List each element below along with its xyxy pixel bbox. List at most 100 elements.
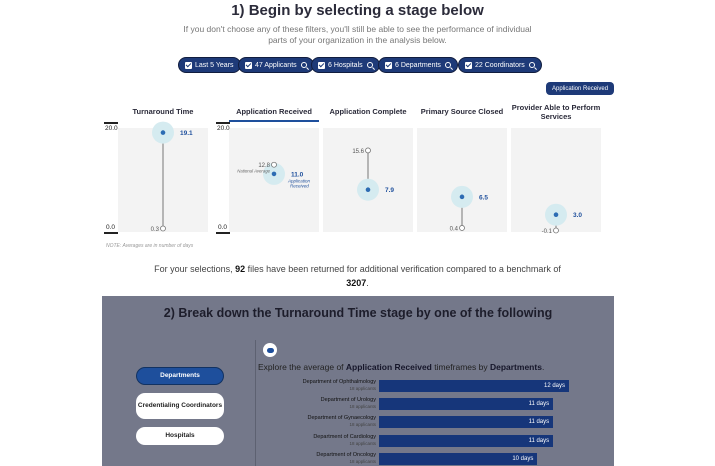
axis-max-label-2: 20.0 (217, 125, 230, 132)
summary-text-2: files have been returned for additional … (245, 264, 561, 274)
breakdown-hospitals-button[interactable]: Hospitals (136, 427, 224, 445)
summary-text-1: For your selections, (154, 264, 236, 274)
filter-label: Last 5 Years (195, 61, 234, 69)
axis-tick (104, 232, 118, 234)
section-divider (255, 340, 256, 466)
bar-value-label: 10 days (512, 456, 534, 462)
search-icon[interactable] (528, 62, 535, 68)
value-dot (459, 194, 465, 200)
filter-label: 6 Departments (395, 61, 441, 69)
bar-value-label: 11 days (528, 419, 550, 425)
value-label: 11.0 (291, 171, 304, 178)
filter-label: 47 Applicants (255, 61, 297, 69)
value-label: 19.1 (180, 130, 193, 137)
explore-dimension: Departments (489, 362, 542, 372)
selected-stage-chip[interactable]: Application Received (546, 82, 615, 95)
section1-title: 1) Begin by selecting a stage below (231, 2, 484, 19)
bar-value-label: 12 days (543, 383, 565, 389)
benchmark-marker (271, 161, 277, 168)
axis-max-label-1: 20.0 (105, 125, 118, 132)
bar-category-label: Department of Cardiology (313, 434, 376, 440)
section2-title: 2) Break down the Turnaround Time stage … (163, 306, 553, 320)
bar-sublabel: 18 applicants (349, 422, 376, 427)
checkbox-icon (185, 61, 192, 69)
bar-sublabel: 18 applicants (349, 441, 376, 446)
filter-label: 22 Coordinators (475, 61, 525, 69)
department-bar[interactable] (379, 435, 554, 447)
value-dot (271, 171, 277, 177)
bar-sublabel: 18 applicants (349, 386, 376, 391)
averages-note: NOTE: Averages are in number of days (106, 243, 194, 249)
breakdown-coordinators-button[interactable]: Credentialing Coordinators (136, 393, 224, 419)
checkbox-icon (245, 61, 252, 69)
benchmark-label: 0.4 (450, 226, 459, 232)
filter-pill-applicants[interactable]: 47 Applicants (238, 57, 314, 73)
breakdown-departments-button[interactable]: Departments (136, 367, 224, 385)
filter-pill-hospitals[interactable]: 6 Hospitals (311, 57, 380, 73)
department-bar[interactable] (379, 453, 538, 465)
bar-value-label: 11 days (528, 401, 550, 407)
explore-middle: timeframes by (431, 362, 490, 372)
summary-text-3: . (366, 278, 369, 288)
returned-files-summary: For your selections, 92 files have been … (150, 262, 565, 290)
filter-pill-departments[interactable]: 6 Departments (378, 57, 458, 73)
bar-category-label: Department of Urology (320, 397, 376, 403)
department-bar[interactable] (379, 416, 554, 428)
stage-title-turnaround[interactable]: Turnaround Time (132, 107, 194, 116)
selected-stage-underline (229, 120, 319, 122)
checkbox-icon (385, 61, 392, 69)
filter-label: 6 Hospitals (328, 61, 363, 69)
value-dot (553, 212, 559, 217)
benchmark-label: 15.6 (352, 149, 364, 155)
summary-benchmark: 3207 (346, 278, 367, 288)
breakdown-section: 2) Break down the Turnaround Time stage … (102, 296, 614, 466)
benchmark-marker (365, 147, 371, 154)
benchmark-marker (553, 227, 559, 234)
value-label: 6.5 (479, 194, 488, 201)
value-sub-label: Received (290, 183, 309, 188)
checkbox-icon (318, 61, 325, 69)
stage-title-application-complete[interactable]: Application Complete (329, 107, 407, 116)
value-label: 3.0 (573, 212, 582, 219)
section1-subtitle: If you don't choose any of these filters… (183, 24, 532, 45)
benchmark-label: -0.1 (542, 229, 553, 235)
benchmark-marker (160, 225, 166, 232)
explore-suffix: . (541, 362, 545, 372)
value-sub-label: Application (287, 178, 311, 183)
explore-prefix: Explore the average of (258, 362, 346, 372)
value-dot (160, 130, 166, 135)
bar-sublabel: 18 applicants (349, 459, 376, 464)
summary-count: 92 (235, 264, 246, 274)
explore-stage: Application Received (345, 362, 432, 372)
filter-pill-coordinators[interactable]: 22 Coordinators (458, 57, 542, 73)
axis-min-label-1: 0.0 (106, 224, 116, 231)
benchmark-sub-label: National Average (237, 169, 270, 174)
benchmark-label: 12.8 (258, 163, 270, 169)
department-bar[interactable] (379, 398, 554, 410)
bar-value-label: 11 days (528, 438, 550, 444)
stage-title-application-received[interactable]: Application Received (236, 107, 312, 116)
search-icon[interactable] (300, 62, 307, 68)
benchmark-label: 0.3 (151, 227, 160, 233)
axis-min-label-2: 0.0 (218, 224, 228, 231)
stage-title-primary-source[interactable]: Primary Source Closed (420, 107, 504, 116)
value-dot (365, 187, 371, 193)
stage-title-provider-able[interactable]: Provider Able to Perform Services (511, 103, 601, 121)
axis-tick (216, 122, 230, 124)
axis-tick (216, 232, 230, 234)
bar-sublabel: 18 applicants (349, 404, 376, 409)
search-icon[interactable] (366, 62, 373, 68)
bar-category-label: Department of Gynaecology (307, 415, 376, 421)
department-bar[interactable] (379, 380, 569, 392)
checkbox-icon (465, 61, 472, 69)
axis-tick (104, 122, 118, 124)
bar-category-label: Department of Oncology (316, 452, 376, 458)
chat-bubble-icon[interactable] (263, 343, 277, 357)
search-icon[interactable] (444, 62, 451, 68)
value-label: 7.9 (385, 187, 394, 194)
explore-caption: Explore the average of Application Recei… (258, 362, 544, 372)
benchmark-marker (459, 225, 465, 231)
bar-category-label: Department of Ophthalmology (302, 379, 376, 385)
